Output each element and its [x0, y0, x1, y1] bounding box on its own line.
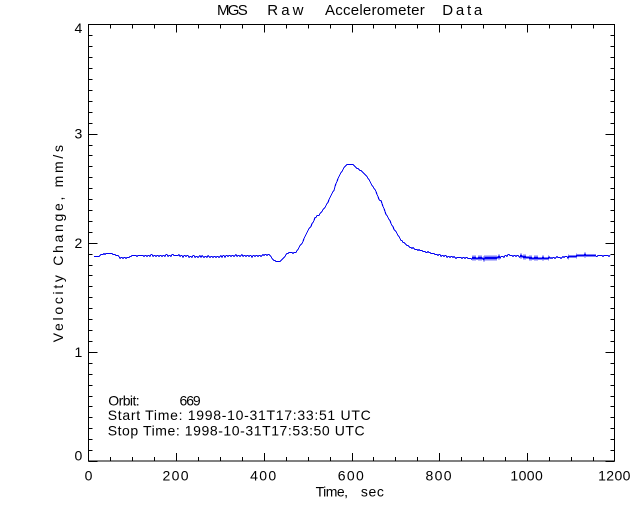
svg-text:669: 669 — [180, 392, 201, 408]
svg-text:600: 600 — [338, 468, 365, 484]
svg-text:3: 3 — [75, 126, 83, 142]
svg-text:Orbit:: Orbit: — [108, 392, 139, 408]
svg-text:1000: 1000 — [510, 468, 543, 484]
svg-text:800: 800 — [425, 468, 452, 484]
svg-text:4: 4 — [75, 20, 83, 36]
svg-text:Raw: Raw — [267, 2, 306, 19]
svg-text:Stop Time: 1998-10-31T17:53:50: Stop Time: 1998-10-31T17:53:50 UTC — [108, 423, 366, 439]
svg-text:MGS: MGS — [217, 2, 248, 19]
svg-text:200: 200 — [162, 468, 189, 484]
svg-text:0: 0 — [75, 448, 83, 464]
svg-text:400: 400 — [250, 468, 277, 484]
svg-text:2: 2 — [75, 235, 83, 251]
svg-text:sec: sec — [361, 483, 385, 499]
svg-text:Data: Data — [442, 2, 485, 19]
svg-text:1200: 1200 — [598, 468, 631, 484]
svg-text:Accelerometer: Accelerometer — [325, 2, 425, 19]
svg-text:Velocity Change, mm/s: Velocity Change, mm/s — [50, 142, 66, 342]
svg-text:Start Time: 1998-10-31T17:33:5: Start Time: 1998-10-31T17:33:51 UTC — [108, 407, 372, 423]
svg-text:1: 1 — [75, 344, 83, 360]
svg-text:Time,: Time, — [316, 483, 348, 499]
svg-text:0: 0 — [85, 468, 93, 484]
